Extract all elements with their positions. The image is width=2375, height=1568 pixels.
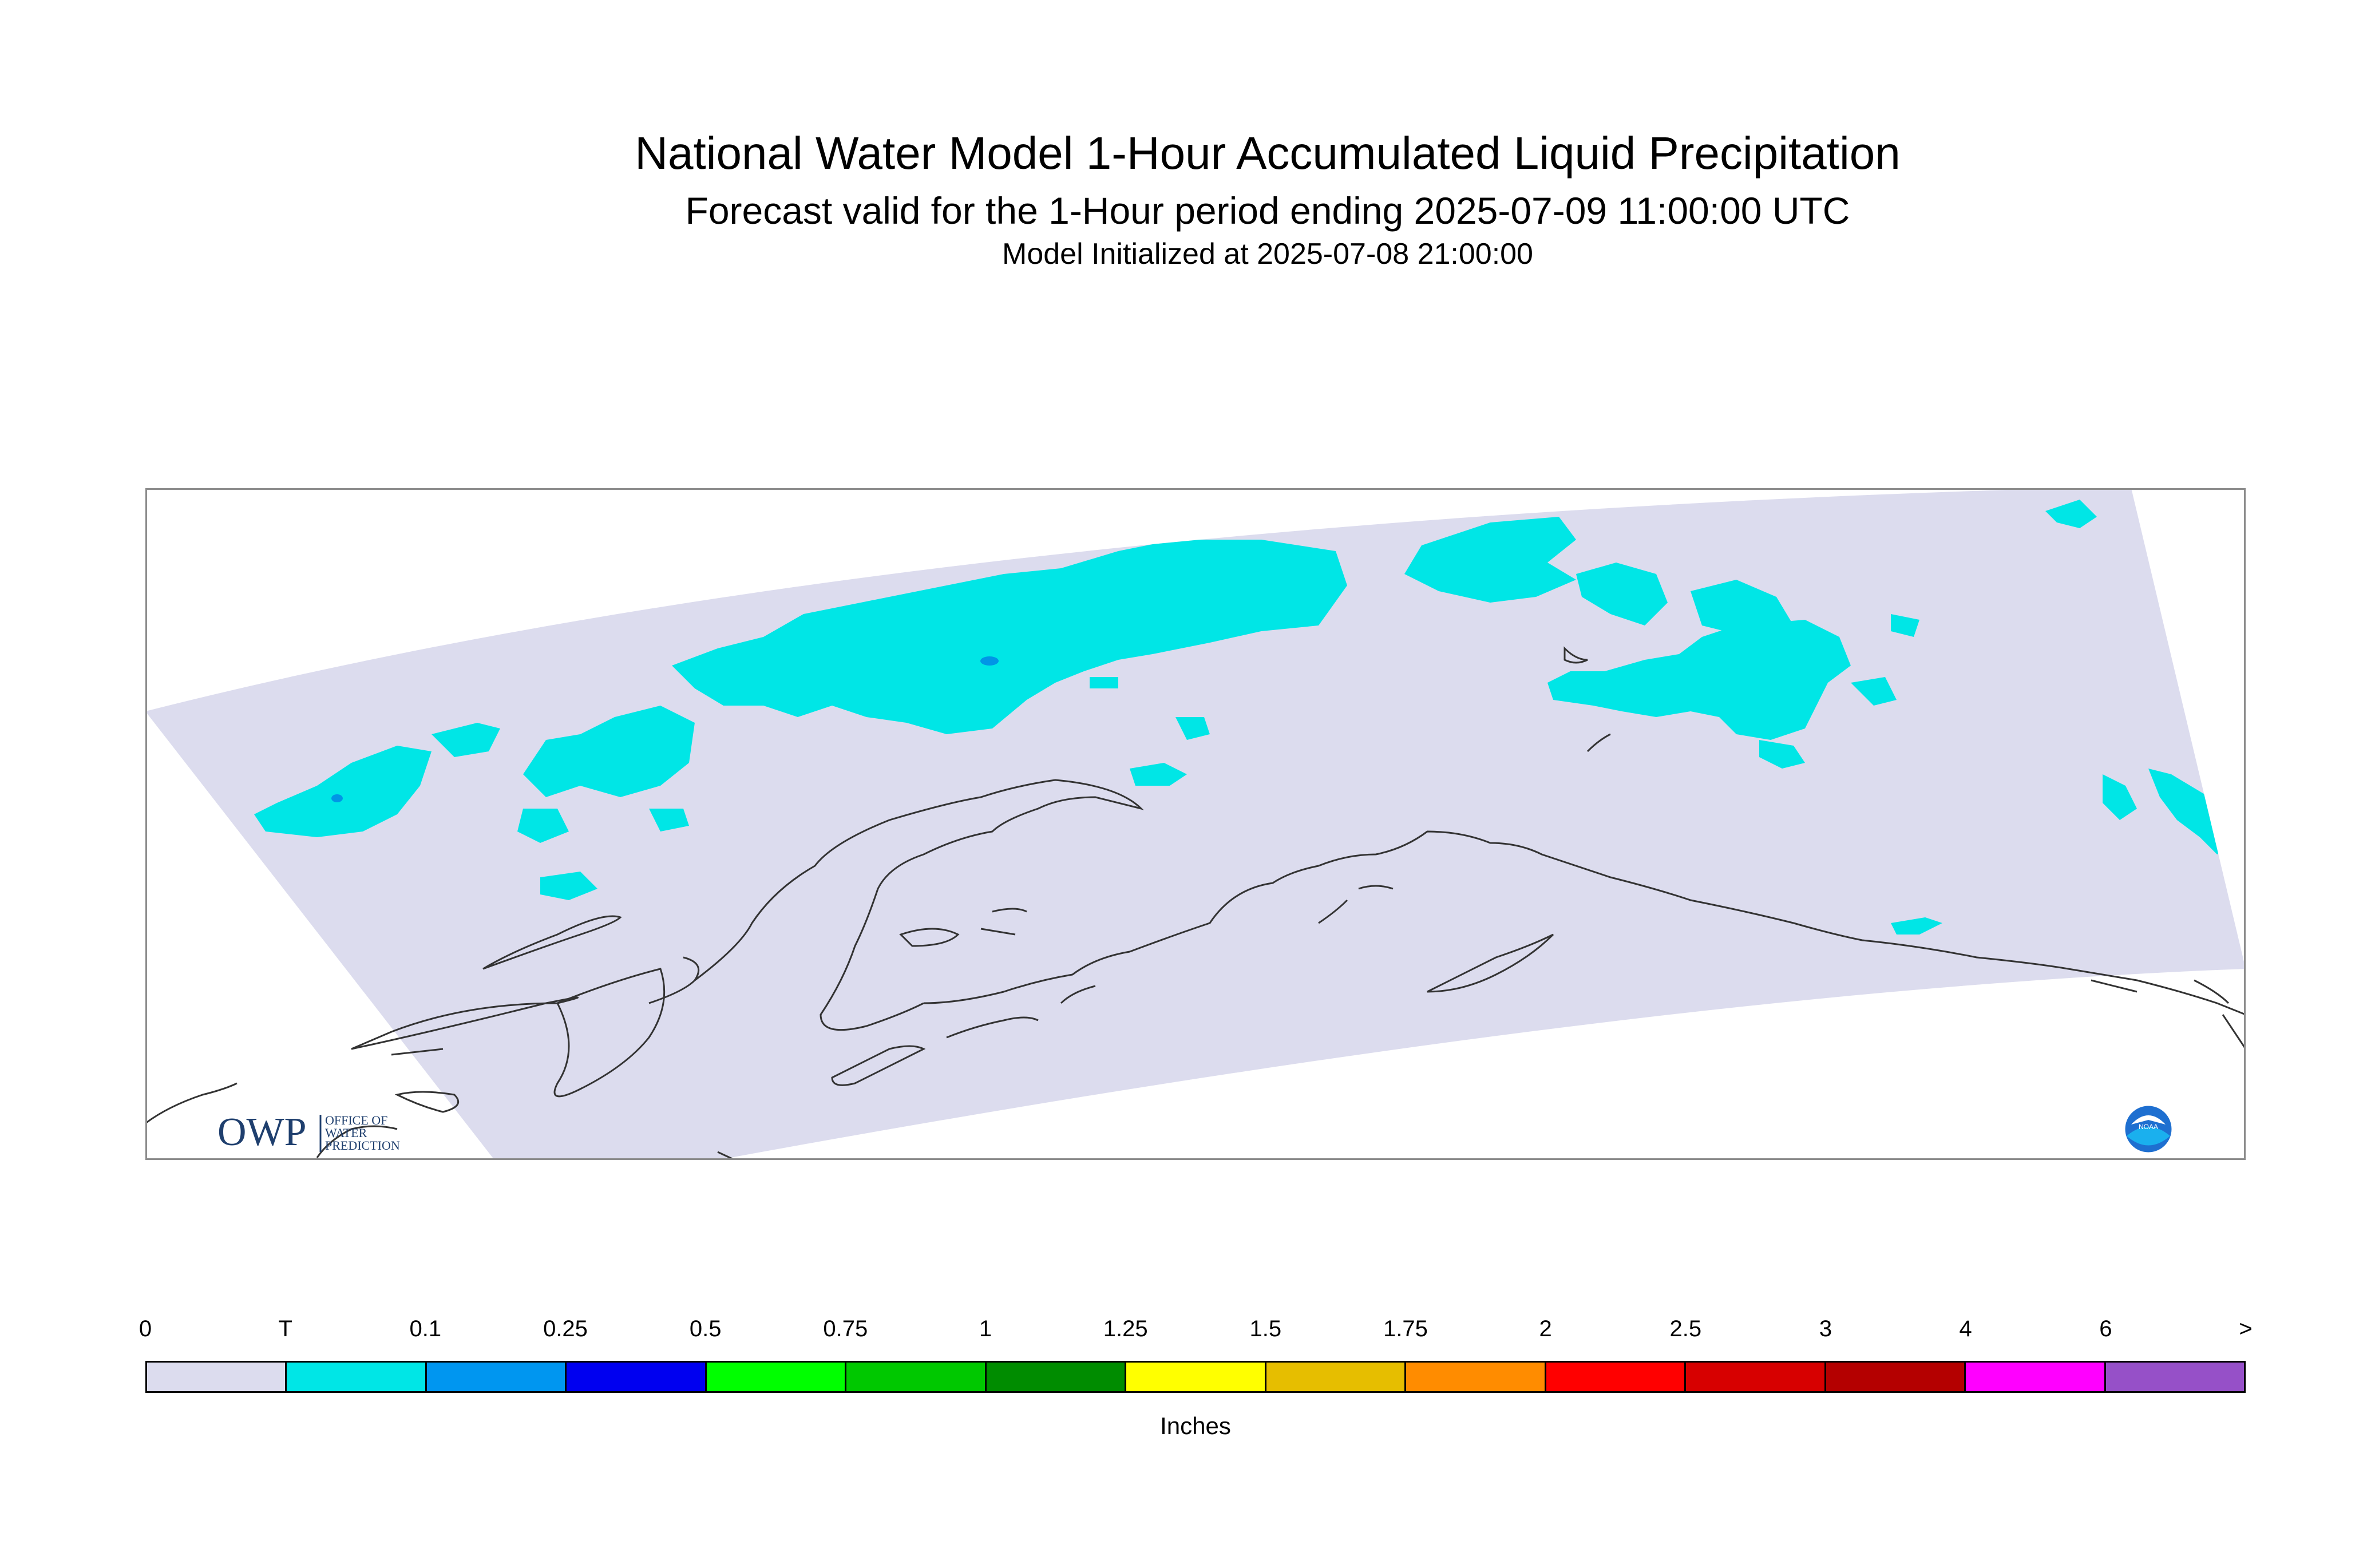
noaa-logo-mark: NOAA — [2139, 1123, 2158, 1131]
legend-tick-label: 3 — [1819, 1316, 1832, 1341]
precip-small-cell — [980, 656, 999, 666]
legend-tick-label: 0.75 — [823, 1316, 868, 1341]
legend-colorbar — [145, 1361, 2246, 1393]
legend-swatch — [2105, 1363, 2245, 1391]
noaa-logo: NOAA — [2123, 1104, 2174, 1154]
legend-swatch — [1546, 1363, 1687, 1391]
precip-small-cell — [331, 794, 343, 802]
legend-swatch — [147, 1363, 287, 1391]
owp-logo-line1: OFFICE OF — [325, 1113, 387, 1127]
legend-tick-label: T — [278, 1316, 292, 1341]
color-legend: 0 T 0.1 0.25 0.5 0.75 1 1.25 1.5 1.75 2 2.5 3 4 6 > Inc… — [139, 1288, 2253, 1482]
legend-tick-label: 1.75 — [1383, 1316, 1428, 1341]
legend-units-label: Inches — [1160, 1412, 1231, 1439]
coastlines — [145, 646, 2246, 1160]
owp-logo: OWP OFFICE OF WATER PREDICTION — [217, 1110, 400, 1154]
map-title: National Water Model 1-Hour Accumulated … — [635, 128, 1901, 179]
legend-tick-label: 2.5 — [1669, 1316, 1702, 1341]
legend-tick-label: 0 — [138, 1316, 152, 1341]
legend-tick-label: 4 — [1959, 1316, 1972, 1341]
model-init-line: Model Initialized at 2025-07-08 21:00:00 — [1002, 237, 1533, 271]
legend-tick-label: 0.5 — [689, 1316, 722, 1341]
map-subtitle: Forecast valid for the 1-Hour period end… — [685, 189, 1850, 232]
legend-tick-label: 0.25 — [543, 1316, 588, 1341]
legend-swatch — [706, 1363, 847, 1391]
precipitation-map: OWP OFFICE OF WATER PREDICTION NOAA — [145, 488, 2246, 1160]
legend-tick-label: 2 — [1539, 1316, 1552, 1341]
legend-swatch — [426, 1363, 567, 1391]
legend-tick-label: > — [2239, 1316, 2253, 1341]
precip-trace-areas — [254, 500, 2240, 935]
legend-swatch — [287, 1363, 427, 1391]
legend-tick-label: 1.5 — [1249, 1316, 1282, 1341]
map-frame-border — [145, 488, 2246, 1160]
legend-swatch — [1266, 1363, 1407, 1391]
legend-swatch — [986, 1363, 1127, 1391]
legend-swatch — [1126, 1363, 1266, 1391]
legend-tick-label: 1.25 — [1103, 1316, 1148, 1341]
owp-logo-line3: PREDICTION — [325, 1138, 400, 1153]
owp-logo-line2: WATER — [325, 1126, 367, 1140]
map-panel: OWP OFFICE OF WATER PREDICTION NOAA — [145, 488, 2246, 1160]
legend-swatch — [1406, 1363, 1546, 1391]
legend-tick-label: 6 — [2099, 1316, 2112, 1341]
legend-tick-label: 0.1 — [409, 1316, 442, 1341]
legend-swatch — [1686, 1363, 1826, 1391]
legend-tick-label: 1 — [979, 1316, 992, 1341]
owp-logo-mark: OWP — [217, 1110, 307, 1154]
legend-swatch — [1966, 1363, 2106, 1391]
legend-swatch — [1826, 1363, 1966, 1391]
legend-swatch — [846, 1363, 987, 1391]
legend-swatch — [567, 1363, 707, 1391]
